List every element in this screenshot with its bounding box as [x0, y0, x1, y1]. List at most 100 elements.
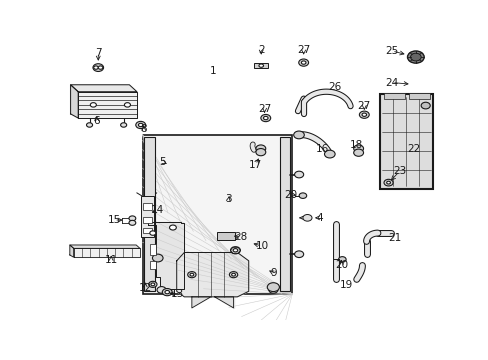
Circle shape — [299, 193, 306, 198]
Circle shape — [157, 287, 166, 293]
Circle shape — [90, 103, 96, 107]
Circle shape — [324, 150, 334, 158]
Text: 22: 22 — [406, 144, 419, 154]
Text: 27: 27 — [296, 45, 310, 55]
Circle shape — [386, 181, 389, 184]
Text: 15: 15 — [107, 215, 121, 225]
Polygon shape — [176, 252, 248, 297]
Circle shape — [230, 247, 240, 254]
Polygon shape — [70, 85, 78, 118]
Text: 10: 10 — [255, 241, 268, 251]
Bar — [142, 203, 152, 210]
Bar — [380, 94, 431, 189]
Bar — [141, 196, 153, 237]
Bar — [216, 232, 234, 240]
Circle shape — [353, 149, 363, 156]
Circle shape — [267, 283, 279, 292]
Circle shape — [294, 171, 303, 178]
Circle shape — [148, 281, 157, 287]
Circle shape — [263, 116, 267, 120]
Text: 24: 24 — [385, 77, 398, 87]
Circle shape — [86, 123, 92, 127]
Circle shape — [233, 249, 237, 252]
Text: 11: 11 — [104, 255, 118, 265]
Circle shape — [93, 64, 103, 72]
Text: 13: 13 — [171, 289, 184, 300]
Text: 28: 28 — [234, 232, 247, 242]
Polygon shape — [74, 248, 140, 257]
Polygon shape — [70, 245, 74, 257]
Text: 21: 21 — [387, 233, 401, 243]
Text: 4: 4 — [316, 213, 322, 223]
Circle shape — [138, 123, 142, 127]
Polygon shape — [70, 245, 140, 248]
Circle shape — [359, 111, 368, 118]
Text: 26: 26 — [327, 82, 341, 92]
Circle shape — [294, 251, 303, 257]
Circle shape — [301, 61, 305, 64]
Circle shape — [98, 66, 102, 69]
Polygon shape — [148, 222, 184, 288]
Circle shape — [124, 103, 130, 107]
Circle shape — [231, 273, 235, 276]
Circle shape — [361, 113, 366, 116]
Text: 27: 27 — [258, 104, 271, 114]
Text: 20: 20 — [284, 190, 297, 199]
Circle shape — [189, 273, 193, 276]
Bar — [279, 138, 290, 291]
Bar — [150, 244, 156, 255]
Text: 6: 6 — [93, 116, 100, 126]
Polygon shape — [214, 297, 233, 308]
Circle shape — [255, 145, 265, 152]
Circle shape — [149, 231, 156, 235]
Bar — [408, 93, 429, 99]
Bar — [142, 217, 152, 223]
Circle shape — [94, 66, 98, 69]
Text: 7: 7 — [95, 48, 102, 58]
Bar — [142, 228, 152, 233]
Polygon shape — [70, 85, 137, 92]
Text: 5: 5 — [159, 157, 165, 167]
Circle shape — [169, 225, 176, 230]
Text: 17: 17 — [248, 159, 262, 170]
Circle shape — [164, 291, 169, 294]
Polygon shape — [78, 92, 137, 118]
Text: 14: 14 — [150, 205, 163, 215]
Bar — [144, 138, 155, 291]
Circle shape — [187, 271, 196, 278]
Circle shape — [162, 288, 172, 296]
Circle shape — [410, 53, 420, 61]
Text: 18: 18 — [348, 140, 362, 150]
Circle shape — [129, 220, 136, 225]
Bar — [150, 261, 156, 269]
Text: 20: 20 — [334, 260, 347, 270]
Text: 16: 16 — [315, 144, 328, 154]
Polygon shape — [191, 297, 210, 308]
Circle shape — [259, 64, 263, 67]
Text: 8: 8 — [140, 124, 147, 134]
Circle shape — [420, 102, 429, 109]
Circle shape — [151, 283, 154, 286]
Text: 19: 19 — [340, 280, 353, 290]
Circle shape — [293, 131, 304, 139]
Circle shape — [129, 216, 136, 221]
Circle shape — [268, 287, 277, 293]
Text: 2: 2 — [257, 45, 264, 55]
Circle shape — [353, 145, 363, 152]
Circle shape — [302, 215, 311, 221]
Text: 12: 12 — [139, 283, 152, 293]
Circle shape — [338, 257, 346, 262]
Circle shape — [229, 271, 237, 278]
Circle shape — [136, 121, 145, 129]
Text: 23: 23 — [392, 166, 406, 176]
Text: 3: 3 — [225, 194, 231, 204]
Text: 25: 25 — [385, 46, 398, 56]
Circle shape — [298, 59, 308, 66]
Text: 9: 9 — [270, 268, 277, 278]
Bar — [254, 63, 267, 68]
Circle shape — [152, 254, 163, 262]
Circle shape — [255, 149, 265, 156]
Circle shape — [407, 51, 423, 63]
Text: 1: 1 — [209, 66, 216, 76]
Text: 27: 27 — [357, 100, 370, 111]
